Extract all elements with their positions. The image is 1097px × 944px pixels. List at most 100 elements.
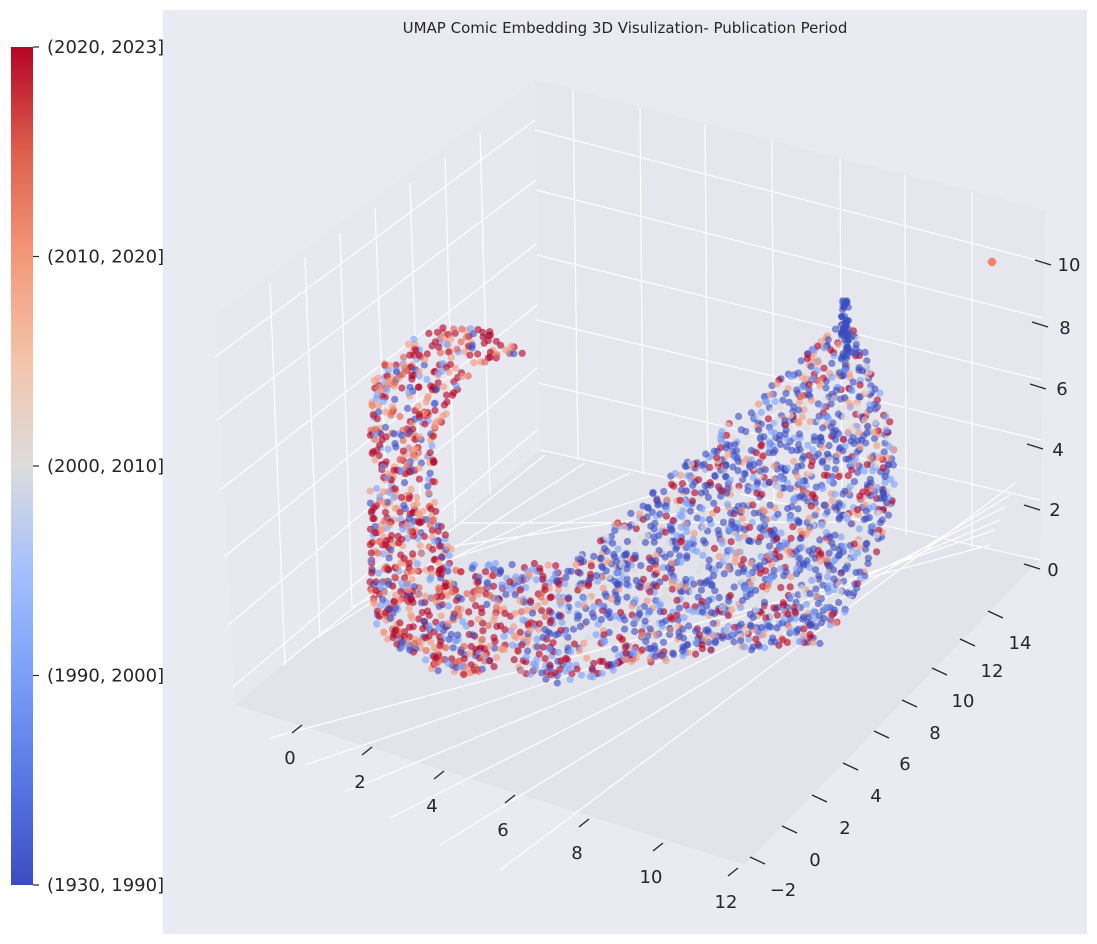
scatter-point (481, 568, 490, 576)
scatter-point (855, 348, 863, 356)
scatter-point (682, 498, 690, 506)
scatter-point (866, 406, 874, 414)
scatter-point (644, 582, 652, 590)
scatter-point (473, 587, 481, 595)
scatter-point (386, 614, 394, 623)
scatter-point (410, 335, 418, 343)
scatter-point (395, 539, 403, 547)
scatter-point (849, 433, 857, 441)
scatter-point (745, 570, 753, 578)
scatter-point (799, 560, 808, 568)
scatter-point (605, 572, 613, 580)
scatter-point (729, 463, 737, 471)
scatter-point (423, 375, 431, 383)
scatter-point (884, 511, 893, 519)
y-tick-label: −2 (770, 880, 797, 901)
scatter-point (750, 509, 758, 517)
y-tick-label: 8 (929, 723, 940, 744)
z-tick-label: 6 (1056, 379, 1067, 400)
scatter-point (739, 515, 747, 523)
scatter-point (701, 539, 709, 547)
scatter-point (699, 551, 707, 560)
scatter-point (805, 547, 813, 555)
scatter-point (715, 552, 723, 561)
scatter-point (418, 608, 426, 617)
scatter-point (603, 610, 611, 619)
scatter-point (711, 587, 719, 595)
scatter-point (375, 402, 383, 410)
z-tick-label: 2 (1049, 500, 1060, 521)
scatter-point (413, 560, 421, 568)
scatter-point (831, 465, 840, 473)
scatter-point (387, 546, 395, 554)
scatter-point (384, 377, 392, 385)
scatter-point (405, 623, 414, 631)
scatter-point (613, 569, 621, 577)
scatter-point (669, 517, 677, 525)
scatter-point (383, 474, 391, 482)
scatter-point (383, 386, 391, 394)
scatter-point (851, 454, 860, 463)
scatter-point (781, 430, 789, 438)
scatter-point (764, 415, 773, 423)
scatter-point (589, 603, 598, 611)
scatter-point (848, 466, 856, 474)
scatter-point (434, 667, 442, 675)
x-tick-label: 8 (571, 843, 582, 864)
scatter-point (755, 642, 763, 650)
scatter-point (844, 472, 852, 480)
scatter-point (822, 384, 830, 392)
scatter-point (434, 379, 442, 387)
scatter-point (744, 487, 752, 495)
scatter-point (690, 580, 698, 588)
scatter-point (818, 485, 827, 493)
scatter-point (431, 498, 439, 507)
scatter-point (750, 461, 758, 469)
y-tick-mark (781, 825, 798, 834)
scatter-point (718, 487, 726, 495)
scatter-point (496, 566, 504, 574)
scatter-point (442, 579, 450, 587)
scatter-point (542, 675, 550, 683)
scatter-point (868, 484, 876, 493)
scatter-point (535, 650, 543, 658)
scatter-point (415, 351, 423, 359)
scatter-point (673, 596, 681, 605)
scatter-point (745, 635, 753, 643)
scatter-point (781, 417, 789, 425)
scatter-point (843, 556, 852, 564)
scatter-point (769, 634, 777, 642)
grid-line (479, 131, 491, 496)
scatter-point (675, 629, 683, 637)
scatter-point (420, 361, 428, 369)
scatter-point (825, 549, 833, 557)
scatter-point (458, 372, 467, 381)
scatter-point (746, 523, 754, 532)
scatter-point (398, 638, 406, 646)
scatter-point (844, 324, 852, 332)
scatter-point (379, 463, 387, 471)
scatter-point (749, 613, 757, 622)
scatter-point (876, 389, 884, 397)
scatter-point (698, 640, 706, 649)
scatter-point (631, 519, 639, 527)
scatter-point (613, 598, 621, 606)
scatter-point (690, 529, 698, 538)
scatter-point (814, 450, 823, 458)
scatter-point (668, 559, 676, 567)
scatter-point (432, 618, 440, 626)
scatter-point (389, 403, 397, 411)
scatter-point (396, 508, 404, 516)
scatter-point (855, 429, 863, 437)
scatter-point (630, 646, 638, 654)
scatter-point (873, 548, 881, 556)
scatter-point (683, 552, 691, 560)
scatter-point (618, 635, 626, 643)
scatter-point (413, 493, 421, 502)
scatter-point (510, 632, 519, 640)
scatter-point (853, 403, 861, 411)
scatter-point (762, 567, 770, 575)
scatter-point (557, 626, 565, 634)
scatter-point (759, 452, 767, 460)
scatter-point (886, 418, 894, 426)
